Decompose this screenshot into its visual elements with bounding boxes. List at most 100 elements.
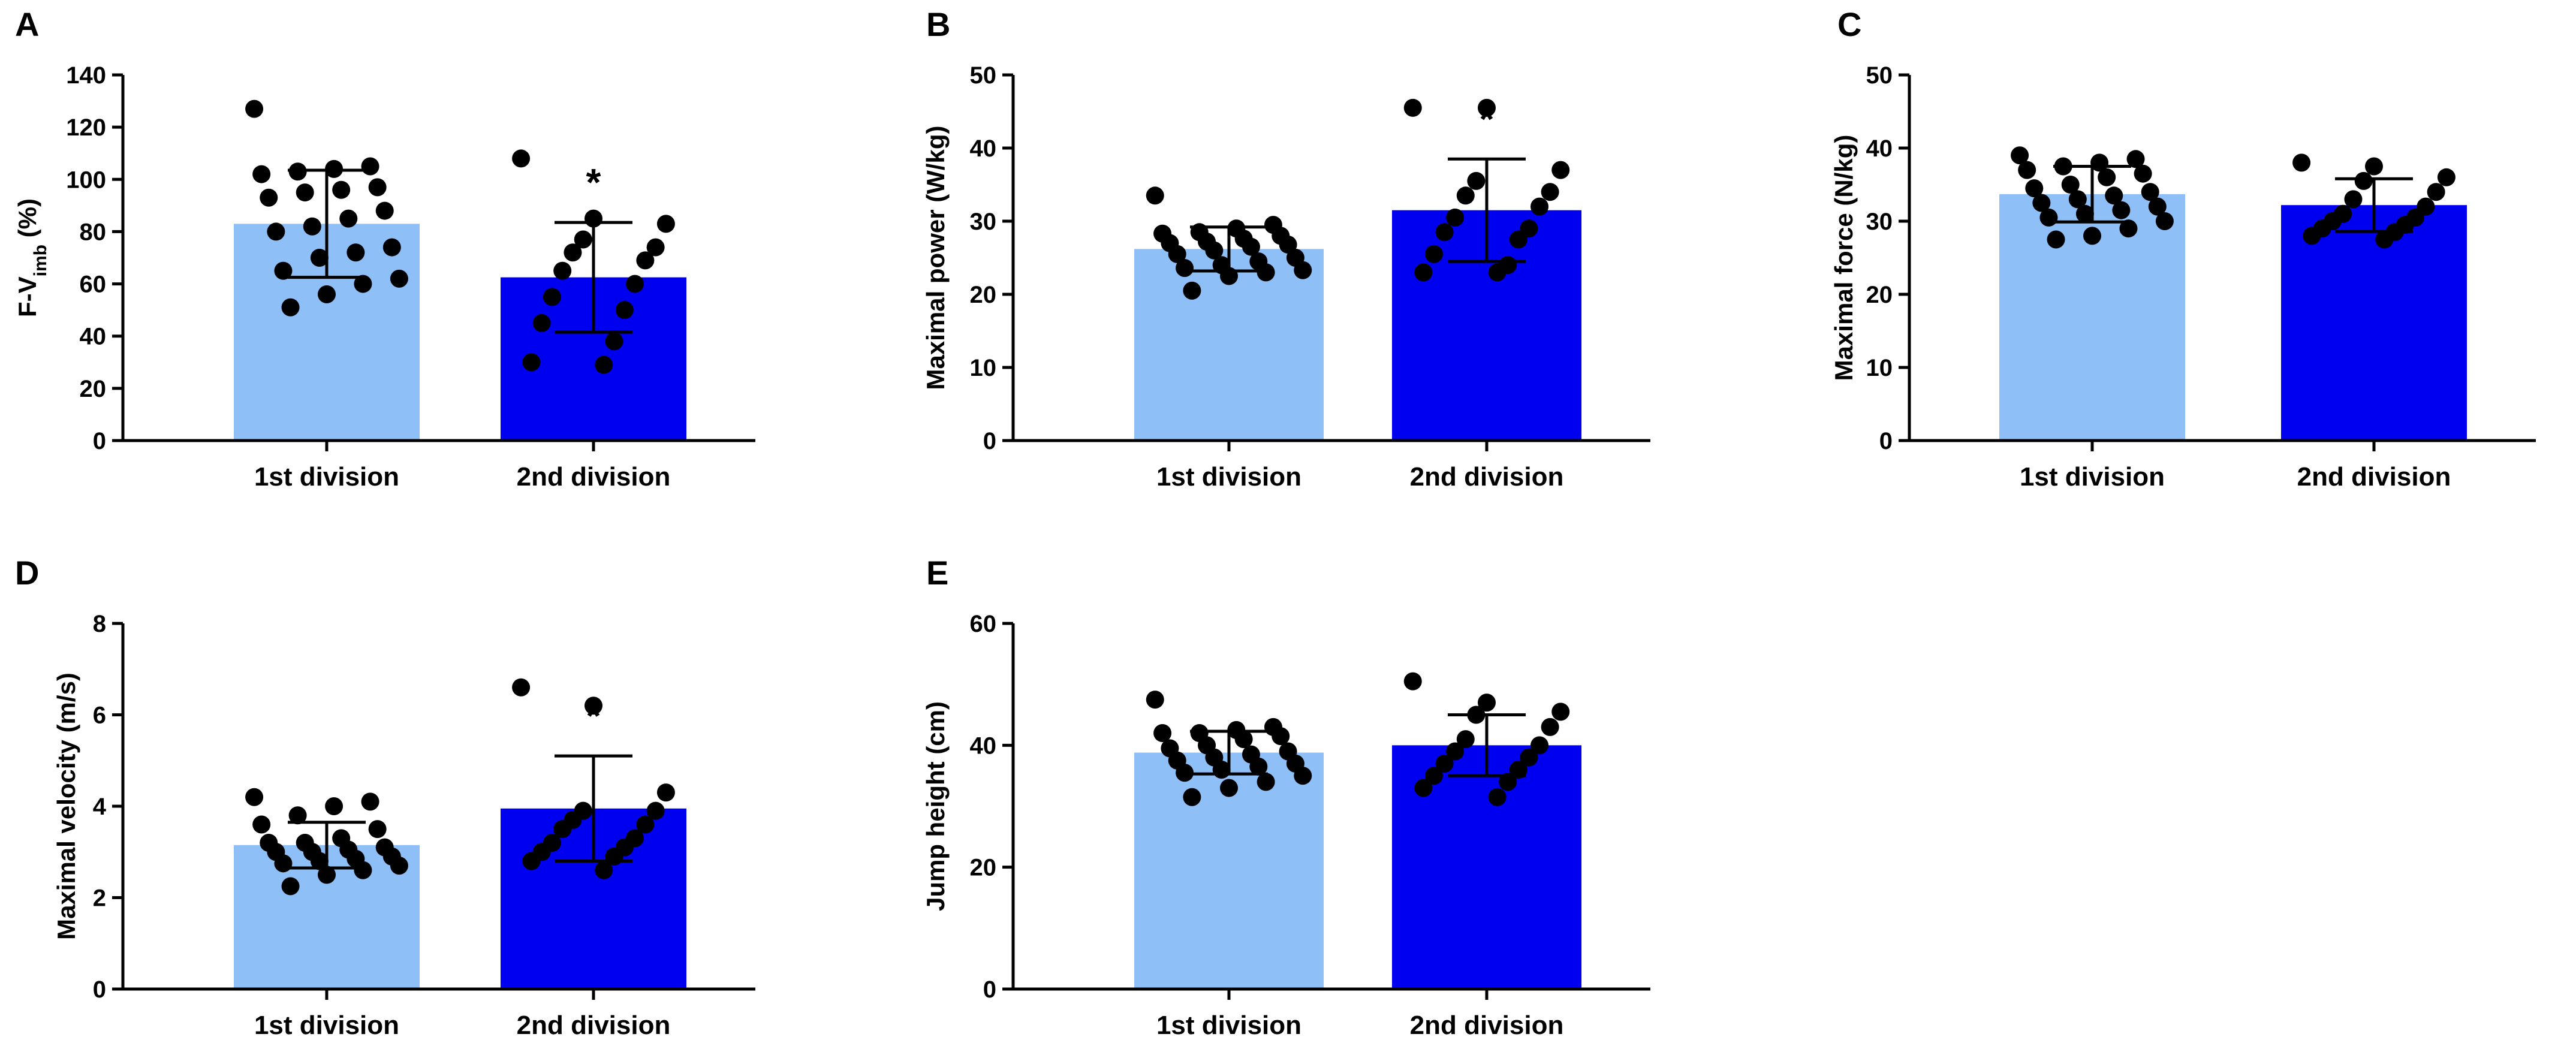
data-point: [1424, 245, 1443, 263]
data-point: [2303, 227, 2321, 245]
y-tick-label: 100: [66, 167, 106, 193]
data-point: [615, 301, 634, 319]
y-tick-label: 140: [66, 62, 106, 89]
data-point: [2155, 212, 2174, 230]
data-point: [543, 288, 561, 306]
data-point: [1257, 773, 1275, 791]
y-axis-title-suffix: (%): [13, 198, 41, 245]
data-point: [1435, 754, 1454, 773]
x-tick-label: 2nd division: [517, 1011, 671, 1040]
data-point: [2112, 201, 2131, 219]
data-point: [252, 165, 271, 183]
y-tick-label: 20: [80, 376, 107, 402]
y-tick-label: 60: [970, 611, 997, 637]
data-point: [532, 313, 551, 332]
data-point: [361, 157, 379, 176]
data-point: [245, 100, 264, 118]
y-tick-label: 50: [970, 62, 997, 89]
x-tick-label: 1st division: [1156, 462, 1301, 492]
data-point: [347, 243, 365, 262]
data-point: [390, 269, 408, 288]
data-point: [553, 261, 572, 280]
panel-c: 0 10 20 30 40 50 1st division 2nd division C Maxi…: [1830, 5, 2536, 492]
panel-e: 0 20 40 60 1st division 2nd division E Jump hei…: [921, 554, 1650, 1040]
data-point: [595, 355, 613, 374]
data-point: [1403, 98, 1422, 117]
y-tick-label: 50: [1866, 62, 1893, 89]
data-point: [2011, 146, 2029, 165]
data-point: [1249, 757, 1268, 776]
data-point: [245, 788, 264, 806]
data-point: [1183, 788, 1201, 806]
data-point: [2098, 168, 2116, 186]
data-point: [2061, 176, 2080, 194]
data-point: [310, 852, 329, 870]
data-point: [636, 251, 655, 270]
data-point: [1294, 767, 1312, 785]
y-tick-label: 20: [970, 855, 997, 881]
y-tick-label: 40: [1866, 135, 1893, 162]
y-tick-label: 0: [983, 976, 996, 1003]
data-point: [1403, 672, 1422, 691]
data-point: [595, 861, 613, 879]
data-point: [2105, 186, 2123, 205]
data-point: [2427, 183, 2445, 201]
y-axis-title: Maximal force (N/kg): [1830, 135, 1858, 381]
x-tick-label: 2nd division: [1410, 462, 1564, 492]
data-point: [1478, 694, 1496, 712]
y-tick-label: 20: [970, 282, 997, 308]
data-point: [2375, 230, 2394, 249]
y-tick-label: 0: [1879, 428, 1893, 454]
data-point: [1488, 263, 1507, 282]
y-tick-label: 60: [80, 272, 107, 298]
y-axis-title: Jump height (cm): [921, 701, 950, 911]
data-point: [281, 877, 300, 896]
y-axis-title: F-Vimb (%): [13, 198, 50, 317]
data-point: [2039, 208, 2058, 227]
data-point: [1435, 223, 1454, 242]
data-point: [1509, 230, 1527, 249]
y-tick-label: 6: [93, 703, 106, 729]
data-point: [2119, 219, 2138, 238]
data-point: [274, 854, 293, 873]
data-point: [382, 238, 401, 257]
data-point: [1168, 245, 1186, 263]
x-tick-label: 1st division: [1156, 1011, 1301, 1040]
data-point: [1530, 197, 1549, 216]
data-point: [1456, 730, 1475, 749]
data-point: [2437, 168, 2456, 186]
data-point: [2354, 171, 2373, 190]
x-tick-label: 1st division: [254, 462, 399, 492]
panel-b: * 0 10 20 30 40 50 1st division 2nd division B Max…: [921, 5, 1650, 492]
data-point: [1146, 691, 1164, 709]
data-point: [1220, 779, 1238, 797]
data-point: [2365, 157, 2383, 176]
y-tick-label: 10: [970, 355, 997, 381]
data-point: [339, 209, 358, 228]
data-point: [368, 820, 387, 839]
data-point: [1414, 263, 1433, 282]
data-point: [1520, 748, 1538, 767]
data-point: [260, 188, 278, 207]
data-point: [512, 678, 531, 697]
data-point: [2025, 179, 2044, 198]
data-point: [1530, 736, 1549, 755]
y-tick-label: 10: [1866, 355, 1893, 381]
data-point: [390, 857, 408, 875]
data-point: [1478, 98, 1496, 117]
y-tick-label: 2: [93, 885, 106, 912]
data-point: [1509, 761, 1527, 779]
data-point: [361, 792, 379, 811]
x-tick-label: 2nd division: [2297, 462, 2451, 492]
data-point: [512, 149, 531, 168]
y-tick-label: 0: [983, 428, 996, 454]
data-point: [1279, 236, 1297, 254]
data-point: [1467, 171, 1486, 190]
data-point: [656, 215, 675, 233]
data-point: [553, 820, 572, 839]
data-point: [1456, 186, 1475, 205]
panel-a: * 0 20 40 60 80 100 120 140 1st division 2nd divis…: [13, 5, 755, 492]
data-point: [585, 697, 602, 715]
data-point: [1176, 764, 1194, 782]
